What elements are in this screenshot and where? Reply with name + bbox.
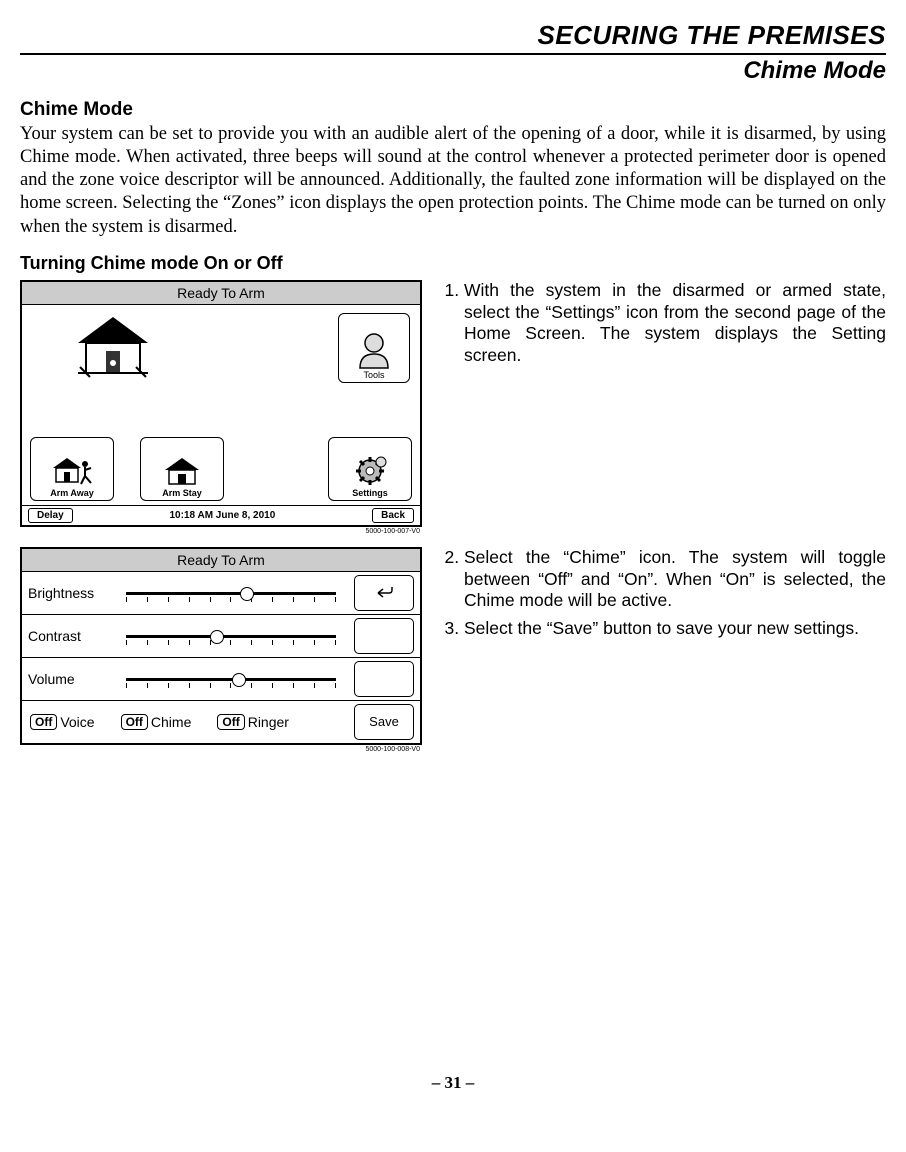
- arm-away-label: Arm Away: [50, 488, 94, 498]
- ringer-state: Off: [217, 714, 244, 730]
- back-icon-button[interactable]: [354, 575, 414, 611]
- diagram1-partno: 5000-100-007-V0: [20, 528, 420, 535]
- voice-label: Voice: [60, 714, 94, 730]
- diagram-home-screen: Ready To Arm: [20, 280, 422, 527]
- page-header-subtitle: Chime Mode: [20, 57, 886, 85]
- header-rule: [20, 53, 886, 55]
- chime-toggle[interactable]: Off Chime: [121, 714, 192, 730]
- chime-state: Off: [121, 714, 148, 730]
- diagram2-partno: 5000-100-008-V0: [20, 746, 420, 753]
- voice-toggle[interactable]: Off Voice: [30, 714, 95, 730]
- brightness-slider[interactable]: [126, 583, 346, 603]
- tools-label: Tools: [363, 370, 384, 380]
- delay-button[interactable]: Delay: [28, 508, 73, 523]
- save-button[interactable]: Save: [354, 704, 414, 740]
- diagram2-title: Ready To Arm: [22, 549, 420, 572]
- gear-icon: [351, 454, 389, 488]
- house-icon: [68, 315, 158, 382]
- section-title: Chime Mode: [20, 99, 886, 121]
- chime-label: Chime: [151, 714, 191, 730]
- contrast-slider[interactable]: [126, 626, 346, 646]
- diagram1-title: Ready To Arm: [22, 282, 420, 305]
- back-button[interactable]: Back: [372, 508, 414, 523]
- status-bar: Delay 10:18 AM June 8, 2010 Back: [22, 505, 420, 525]
- arm-away-button[interactable]: Arm Away: [30, 437, 114, 501]
- diagram-settings-screen: Ready To Arm Brightness: [20, 547, 422, 745]
- arm-stay-label: Arm Stay: [162, 488, 202, 498]
- brightness-label: Brightness: [22, 585, 126, 601]
- step-2: Select the “Chime” icon. The system will…: [464, 547, 886, 613]
- step-1-container: With the system in the disarmed or armed…: [440, 280, 886, 374]
- contrast-label: Contrast: [22, 628, 126, 644]
- tools-button[interactable]: Tools: [338, 313, 410, 383]
- settings-button[interactable]: Settings: [328, 437, 412, 501]
- ringer-toggle[interactable]: Off Ringer: [217, 714, 289, 730]
- page-header-title: SECURING THE PREMISES: [20, 20, 886, 51]
- voice-state: Off: [30, 714, 57, 730]
- steps-23-container: Select the “Chime” icon. The system will…: [440, 547, 886, 647]
- step-1: With the system in the disarmed or armed…: [464, 280, 886, 368]
- step-3: Select the “Save” button to save your ne…: [464, 618, 886, 640]
- blank-button-1[interactable]: [354, 618, 414, 654]
- page-number: – 31 –: [20, 1073, 886, 1093]
- back-arrow-icon: [374, 585, 394, 601]
- house-away-icon: [51, 456, 93, 488]
- ringer-label: Ringer: [248, 714, 289, 730]
- blank-button-2[interactable]: [354, 661, 414, 697]
- volume-slider[interactable]: [126, 669, 346, 689]
- house-stay-icon: [161, 456, 203, 488]
- person-icon: [355, 330, 393, 370]
- section-subtitle: Turning Chime mode On or Off: [20, 253, 886, 274]
- section-body: Your system can be set to provide you wi…: [20, 123, 886, 239]
- settings-label: Settings: [352, 488, 388, 498]
- status-time: 10:18 AM June 8, 2010: [73, 510, 372, 521]
- volume-label: Volume: [22, 671, 126, 687]
- arm-stay-button[interactable]: Arm Stay: [140, 437, 224, 501]
